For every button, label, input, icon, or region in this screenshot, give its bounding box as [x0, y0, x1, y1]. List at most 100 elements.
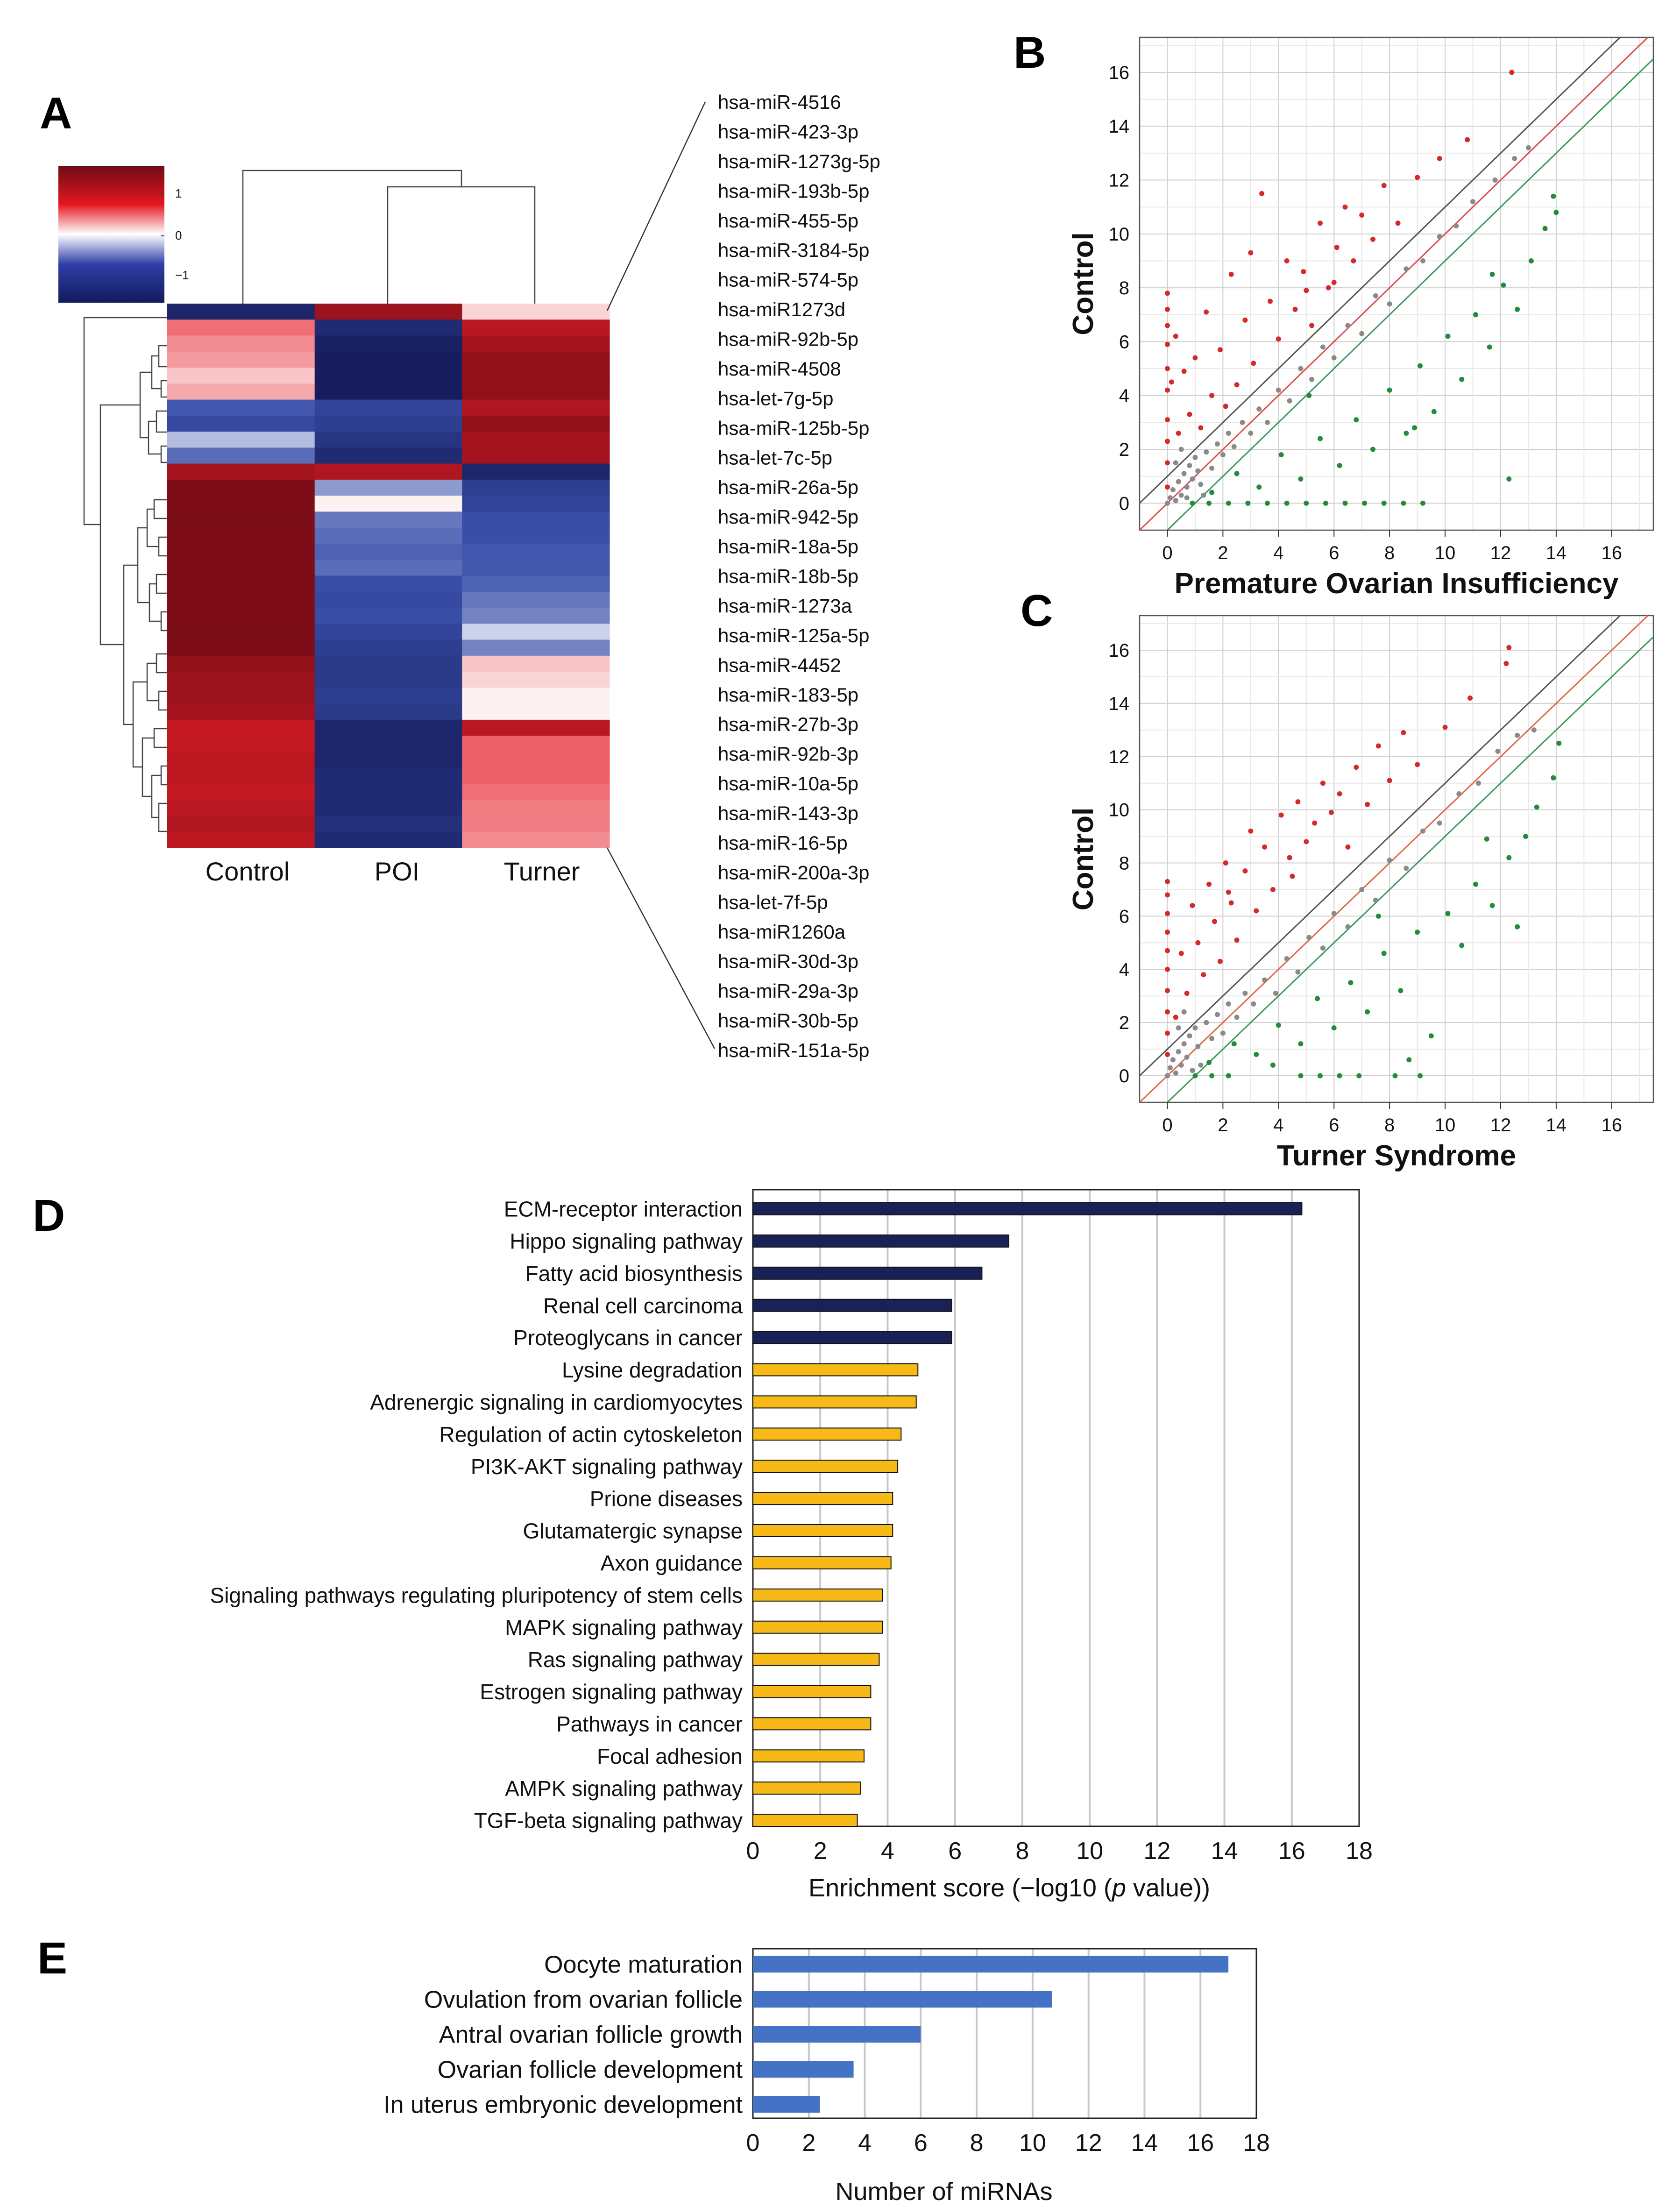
scatter-point [1165, 911, 1170, 916]
scatter-point [1165, 966, 1170, 972]
panel-letter-c: C [1021, 586, 1053, 636]
category-label: Prione diseases [590, 1487, 743, 1511]
heatmap-cell [314, 767, 462, 784]
scatter-point [1398, 988, 1404, 994]
scatter-point [1184, 1054, 1190, 1060]
scatter-point [1270, 887, 1276, 892]
scatter-point [1467, 695, 1473, 701]
heatmap-cell [167, 511, 315, 528]
bar [752, 1492, 893, 1505]
heatmap-cell [462, 767, 610, 784]
category-label: Ovarian follicle development [438, 2057, 743, 2084]
scatter-point [1306, 393, 1312, 398]
scatter-point [1192, 1073, 1198, 1079]
heatmap-row-label: hsa-miR-27b-3p [718, 713, 858, 735]
scatter-point [1515, 924, 1520, 930]
scatter-point [1381, 951, 1387, 956]
scatter-point [1165, 879, 1170, 884]
heatmap-cell [314, 496, 462, 512]
scatter-point [1304, 500, 1309, 506]
heatmap-row-label: hsa-miR-1273a [718, 595, 852, 617]
heatmap-cell [462, 736, 610, 752]
scatter-point [1204, 449, 1209, 455]
scatter-point [1195, 1043, 1201, 1049]
bar [752, 1620, 883, 1634]
y-tick-label: 12 [1109, 170, 1130, 191]
scatter-point [1404, 266, 1409, 272]
scatter-point [1223, 860, 1228, 866]
colorbar [58, 166, 164, 303]
category-label: MAPK signaling pathway [505, 1615, 743, 1639]
heatmap-row-label: hsa-miR-16-5p [718, 832, 848, 854]
heatmap-cell [314, 672, 462, 688]
x-tick-label: 0 [1162, 543, 1172, 563]
heatmap-cell [314, 304, 462, 320]
heatmap-row-label: hsa-let-7f-5p [718, 891, 828, 913]
category-label: Axon guidance [601, 1551, 743, 1575]
heatmap-cell [462, 800, 610, 816]
heatmap-cell [314, 575, 462, 592]
heatmap-cell [167, 719, 315, 736]
scatter-point [1453, 223, 1459, 229]
heatmap-cell [167, 319, 315, 336]
scatter-point [1553, 210, 1559, 215]
heatmap-cell [314, 783, 462, 800]
category-label: TGF-beta signaling pathway [474, 1809, 743, 1833]
scatter-point [1165, 387, 1170, 393]
x-tick-label: 8 [1384, 1115, 1395, 1135]
scatter-point [1176, 431, 1181, 436]
heatmap-cell [314, 319, 462, 336]
scatter-point [1256, 406, 1262, 412]
panel-e-mirna-bars: Oocyte maturation Ovulation from ovarian … [383, 1948, 1270, 2206]
scatter-point [1318, 436, 1323, 441]
heatmap-cell [167, 351, 315, 368]
scatter-point [1334, 245, 1340, 250]
scatter-point [1206, 500, 1212, 506]
scatter-point [1278, 812, 1284, 818]
heatmap-cell [462, 368, 610, 384]
scatter-point [1484, 836, 1489, 842]
scatter-point [1370, 447, 1375, 452]
scatter-point [1437, 820, 1442, 826]
scatter-point [1242, 991, 1248, 996]
scatter-point [1206, 1060, 1212, 1065]
scatter-point [1184, 991, 1190, 996]
heatmap-row-label: hsa-miR-125a-5p [718, 624, 869, 646]
heatmap-cell [462, 496, 610, 512]
scatter-point [1406, 1057, 1412, 1063]
heatmap-cell [314, 591, 462, 608]
bar [752, 1363, 919, 1377]
heatmap-cell [314, 335, 462, 352]
scatter-point [1195, 468, 1201, 474]
x-tick-label: 10 [1435, 1115, 1456, 1135]
heatmap-cell [314, 447, 462, 464]
scatter-point [1165, 439, 1170, 444]
scatter-point [1318, 220, 1323, 226]
scatter-point [1187, 463, 1192, 468]
scatter-point [1165, 341, 1170, 347]
y-tick-label: 16 [1109, 640, 1130, 661]
scatter-point [1215, 1012, 1220, 1017]
heatmap-cell [462, 672, 610, 688]
scatter-point [1248, 431, 1254, 436]
heatmap-cell [462, 783, 610, 800]
scatter-point [1506, 855, 1512, 860]
y-tick-label: 10 [1109, 800, 1130, 821]
heatmap-cell [462, 639, 610, 656]
heatmap-row-label: hsa-miR-30b-5p [718, 1010, 858, 1032]
category-label: Oocyte maturation [544, 1952, 743, 1979]
x-tick-label: 0 [1162, 1115, 1172, 1135]
bar [752, 1202, 1303, 1215]
scatter-point [1178, 492, 1184, 498]
x-tick-label: 12 [1143, 1838, 1170, 1865]
scatter-point [1515, 306, 1520, 312]
heatmap-cell [314, 383, 462, 400]
heatmap-cell [462, 752, 610, 768]
scatter-point [1356, 1073, 1362, 1079]
scatter-point [1228, 271, 1234, 277]
plot-frame [1139, 615, 1654, 1103]
scatter-point [1301, 269, 1306, 275]
x-tick-label: 14 [1131, 2129, 1158, 2157]
scatter-point [1418, 1073, 1423, 1079]
scatter-point [1165, 988, 1170, 994]
